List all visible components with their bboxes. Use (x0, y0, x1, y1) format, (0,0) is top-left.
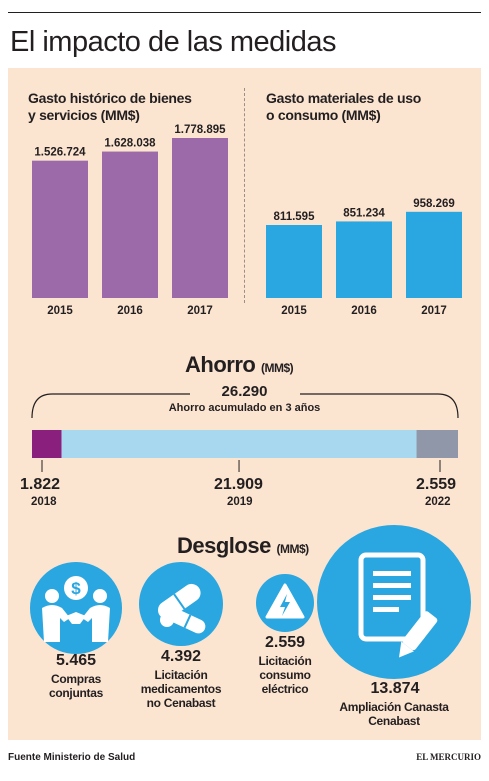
pills-icon (157, 583, 206, 634)
bar-charts-svg: 1.526.724 2015 1.628.038 2016 1.778.895 2017 8… (32, 124, 462, 317)
desglose-title-unit: (MM$) (276, 542, 309, 556)
charts-divider (244, 88, 245, 303)
ahorro-stacked-svg (31, 393, 459, 472)
consumo-electrico-label-line1: Licitación (258, 654, 312, 668)
ahorro-total-brace (31, 393, 459, 419)
chart2-value-label-2015: 811.595 (274, 211, 316, 223)
chart2-category-label-2016: 2016 (351, 305, 377, 317)
medicamentos-label-line2: medicamentos (140, 682, 222, 696)
ahorro-segment-2018 (32, 430, 62, 458)
chart1-value-label-2017: 1.778.895 (174, 124, 226, 136)
canasta-cenabast-label: Ampliación Canasta Cenabast (324, 700, 464, 728)
chart2-title: Gasto materiales de uso o consumo (MM$) (266, 90, 421, 124)
desglose-title-text: Desglose (177, 533, 271, 558)
ahorro-segment-2019 (61, 430, 417, 458)
page-title: El impacto de las medidas (10, 26, 337, 58)
ahorro-title: Ahorro (MM$) (185, 352, 294, 378)
chart1-category-label-2015: 2015 (47, 305, 73, 317)
chart1-title-line2: y servicios (MM$) (28, 107, 140, 123)
ahorro-total: 26.290 (221, 383, 268, 400)
brand-logo: EL MERCURIO (416, 752, 481, 762)
consumo-electrico-label-line3: eléctrico (261, 682, 309, 696)
chart2-category-label-2015: 2015 (281, 305, 307, 317)
svg-text:$: $ (71, 579, 81, 598)
chart2-bar-2016 (336, 221, 392, 298)
medicamentos-label-line3: no Cenabast (146, 696, 216, 710)
compras-conjuntas-label-line2: conjuntas (49, 686, 103, 700)
chart2-category-label-2017: 2017 (421, 305, 447, 317)
chart1-value-label-2016: 1.628.038 (104, 138, 156, 150)
chart2-bar-2015 (266, 225, 322, 298)
consumo-electrico-label: Licitación consumo eléctrico (240, 654, 330, 696)
chart2-title-line2: o consumo (MM$) (266, 107, 381, 123)
chart1-category-label-2016: 2016 (117, 305, 143, 317)
canasta-cenabast-label-line1: Ampliación Canasta (339, 700, 449, 714)
ahorro-year-2022: 2022 (425, 496, 451, 508)
medicamentos-circle (139, 562, 223, 646)
document-pen-icon (358, 552, 438, 658)
chart1-value-label-2015: 1.526.724 (34, 147, 86, 159)
medicamentos-value: 4.392 (160, 648, 202, 665)
canasta-cenabast-value: 13.874 (370, 680, 420, 697)
electricity-icon (265, 583, 305, 619)
desglose-title: Desglose (MM$) (177, 533, 309, 559)
compras-conjuntas-label-line1: Compras (51, 672, 101, 686)
chart1-bar-2015 (32, 160, 88, 298)
ahorro-title-unit: (MM$) (260, 361, 294, 375)
handshake-money-icon: $ (42, 576, 110, 642)
canasta-cenabast-label-line2: Cenabast (368, 714, 420, 728)
top-rule (8, 12, 481, 13)
ahorro-value-2018: 1.822 (20, 476, 61, 493)
compras-conjuntas-circle: $ (30, 562, 122, 654)
medicamentos-label: Licitación medicamentos no Cenabast (126, 668, 236, 710)
ahorro-segment-2022 (416, 430, 458, 458)
compras-conjuntas-value: 5.465 (55, 652, 97, 669)
consumo-electrico-value: 2.559 (264, 634, 306, 651)
chart2-bar-2017 (406, 211, 462, 298)
chart1-title-line1: Gasto histórico de bienes (28, 90, 192, 106)
medicamentos-label-line1: Licitación (154, 668, 208, 682)
chart1-bar-2016 (102, 151, 158, 298)
consumo-electrico-circle (256, 574, 314, 632)
ahorro-value-2019: 21.909 (214, 476, 263, 493)
compras-conjuntas-label: Compras conjuntas (26, 672, 126, 700)
consumo-electrico-label-line2: consumo (259, 668, 311, 682)
chart2-value-label-2017: 958.269 (413, 198, 455, 210)
ahorro-year-2019: 2019 (227, 496, 253, 508)
ahorro-year-2018: 2018 (31, 496, 57, 508)
ahorro-total-caption: Ahorro acumulado en 3 años (168, 402, 321, 414)
chart2-title-line1: Gasto materiales de uso (266, 90, 421, 106)
chart2-value-label-2016: 851.234 (343, 207, 385, 219)
chart1-bar-2017 (172, 138, 228, 298)
canasta-cenabast-circle (317, 525, 471, 679)
chart1-title: Gasto histórico de bienes y servicios (M… (28, 90, 192, 124)
ahorro-title-text: Ahorro (185, 352, 256, 377)
ahorro-value-2022: 2.559 (416, 476, 457, 493)
chart1-category-label-2017: 2017 (187, 305, 213, 317)
source-note: Fuente Ministerio de Salud (8, 752, 136, 763)
